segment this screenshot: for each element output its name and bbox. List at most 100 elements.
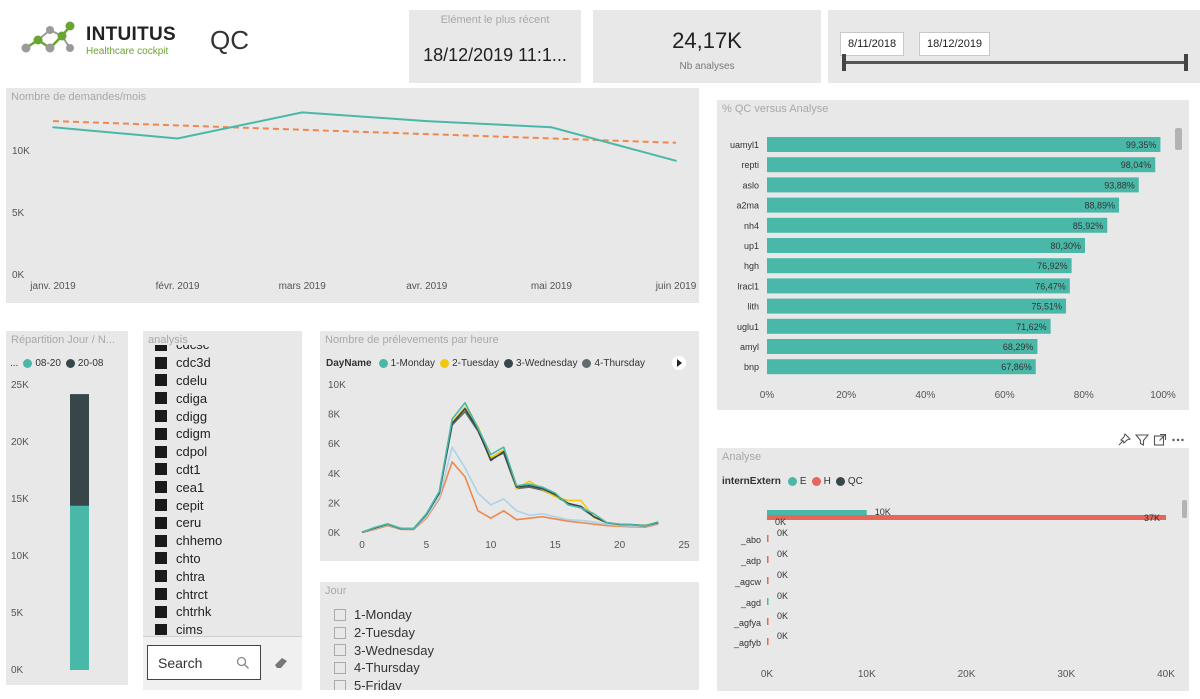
date-range-track[interactable] [844,61,1186,64]
checkbox-icon[interactable] [155,534,167,547]
analyse-value-label: 0K [777,611,788,621]
latest-element-card[interactable]: Elément le plus récent 18/12/2019 11:1..… [409,10,581,83]
pin-icon[interactable] [1117,433,1131,447]
legend-h[interactable]: H [823,476,831,487]
analysis-item[interactable]: cea1 [155,478,300,496]
analysis-item[interactable]: cims [155,621,300,635]
analysis-item[interactable]: cdpol [155,443,300,461]
start-handle[interactable] [842,54,846,71]
legend-dot-night-icon [65,359,75,368]
analysis-item[interactable]: chto [155,550,300,568]
analysis-item[interactable]: chtrct [155,585,300,603]
day-item[interactable]: 2-Tuesday [334,624,434,642]
analysis-item[interactable]: chhemo [155,532,300,550]
legend-tuesday[interactable]: 2-Tuesday [452,358,499,369]
analyse-x-tick: 20K [958,669,976,680]
analysis-item[interactable]: cdiga [155,389,300,407]
qc-bar [767,258,1072,274]
checkbox-icon[interactable] [334,644,346,657]
checkbox-icon[interactable] [155,445,167,458]
qc-versus-analysis-chart[interactable]: % QC versus Analyse uamyl1 99,35% repti 98,… [717,100,1189,410]
checkbox-icon[interactable] [155,552,167,565]
day-item[interactable]: 4-Thursday [334,659,434,677]
checkbox-icon[interactable] [155,588,167,601]
checkbox-icon[interactable] [334,661,346,674]
monthly-requests-chart[interactable]: Nombre de demandes/mois 0K 5K 10K janv. 201… [6,88,699,303]
monthly-point [426,120,428,122]
analyse-bar [767,598,769,605]
legend-dot-monday-icon [378,359,388,368]
end-handle[interactable] [1184,54,1188,71]
hourly-series-line [361,401,659,534]
hourly-samples-chart[interactable]: Nombre de prélevements par heure DayName… [320,331,699,561]
date-range-slicer[interactable]: 8/11/2018 18/12/2019 [828,10,1200,83]
end-date-input[interactable]: 18/12/2019 [919,32,991,56]
more-options-icon[interactable] [1171,433,1185,447]
checkbox-icon[interactable] [334,626,346,639]
eraser-icon[interactable] [273,657,289,669]
day-item[interactable]: 5-Friday [334,677,434,690]
checkbox-icon[interactable] [155,410,167,423]
analysis-item-label: cdc3d [176,355,211,371]
expand-icon[interactable] [1153,433,1167,447]
checkbox-icon[interactable] [155,356,167,369]
day-item[interactable]: 1-Monday [334,606,434,624]
analysis-slicer[interactable]: analysis cdcsccdc3dcdelucdigacdiggcdigmc… [143,331,302,690]
checkbox-icon[interactable] [155,427,167,440]
checkbox-icon[interactable] [155,345,167,351]
checkbox-icon[interactable] [155,463,167,476]
checkbox-icon[interactable] [155,516,167,529]
monthly-line-plot[interactable]: 0K 5K 10K janv. 2019 févr. 2019 mars 2019 avr.… [6,88,699,303]
qc-bar-plot[interactable]: uamyl1 99,35% repti 98,04% aslo 93,88% a2ma 88,… [717,100,1189,410]
day-item[interactable]: 3-Wednesday [334,641,434,659]
analyse-bar-plot[interactable]: 10K 37K 0K _abo 0K _adp 0K _agcw 0K _agd 0K _agfya 0… [717,448,1189,691]
checkbox-icon[interactable] [334,608,346,621]
hourly-series-line [361,410,659,534]
checkbox-icon[interactable] [155,499,167,512]
repartition-bar-plot[interactable]: 0K 5K 10K 15K 20K 25K [6,331,128,685]
legend-night[interactable]: 20-08 [77,358,104,369]
checkbox-icon[interactable] [155,623,167,635]
analyse-x-tick: 0K [761,669,774,680]
analysis-item[interactable]: cdt1 [155,461,300,479]
legend-day[interactable]: 08-20 [35,358,61,369]
analysis-item[interactable]: chtra [155,567,300,585]
qc-scrollbar[interactable] [1175,128,1182,150]
analysis-item[interactable]: cdigm [155,425,300,443]
qc-value-label: 67,86% [1001,362,1032,372]
start-date-input[interactable]: 8/11/2018 [840,32,905,56]
legend-e[interactable]: E [799,476,807,487]
chevron-right-icon [677,359,682,367]
checkbox-icon[interactable] [334,679,346,690]
analysis-item[interactable]: cdcsc [155,345,300,354]
filter-icon[interactable] [1135,433,1149,447]
legend-wednesday[interactable]: 3-Wednesday [515,358,578,369]
analyse-scrollbar[interactable] [1182,500,1187,518]
search-field[interactable]: Search [147,645,261,680]
analyse-chart[interactable]: Analyse internExtern E H QC 10K 37K 0K _abo… [717,448,1189,691]
legend-next-button[interactable] [672,356,686,370]
analysis-count-card[interactable]: 24,17K Nb analyses [593,10,821,83]
hourly-line-plot[interactable]: 0K 2K 4K 6K 8K 10K 0 5 10 15 20 25 [320,331,699,561]
analysis-item[interactable]: cdc3d [155,354,300,372]
search-input[interactable]: Search [158,655,203,671]
analysis-item[interactable]: cdigg [155,407,300,425]
hourly-y-tick: 4K [328,469,341,480]
checkbox-icon[interactable] [155,392,167,405]
legend-monday[interactable]: 1-Monday [390,358,436,369]
checkbox-icon[interactable] [155,374,167,387]
analysis-item[interactable]: cdelu [155,372,300,390]
qc-bar [767,298,1067,314]
analysis-item[interactable]: chtrhk [155,603,300,621]
checkbox-icon[interactable] [155,481,167,494]
monthly-point [176,137,179,140]
day-slicer[interactable]: Jour 1-Monday 2-Tuesday 3-Wednesday 4-Thurs… [320,582,699,690]
repartition-chart[interactable]: Répartition Jour / N... ... 08-20 20-08 … [6,331,128,685]
analysis-item[interactable]: ceru [155,514,300,532]
legend-thursday[interactable]: 4-Thursday [594,358,646,369]
legend-qc[interactable]: QC [847,476,863,487]
analysis-item[interactable]: cepit [155,496,300,514]
checkbox-icon[interactable] [155,570,167,583]
checkbox-icon[interactable] [155,605,167,618]
